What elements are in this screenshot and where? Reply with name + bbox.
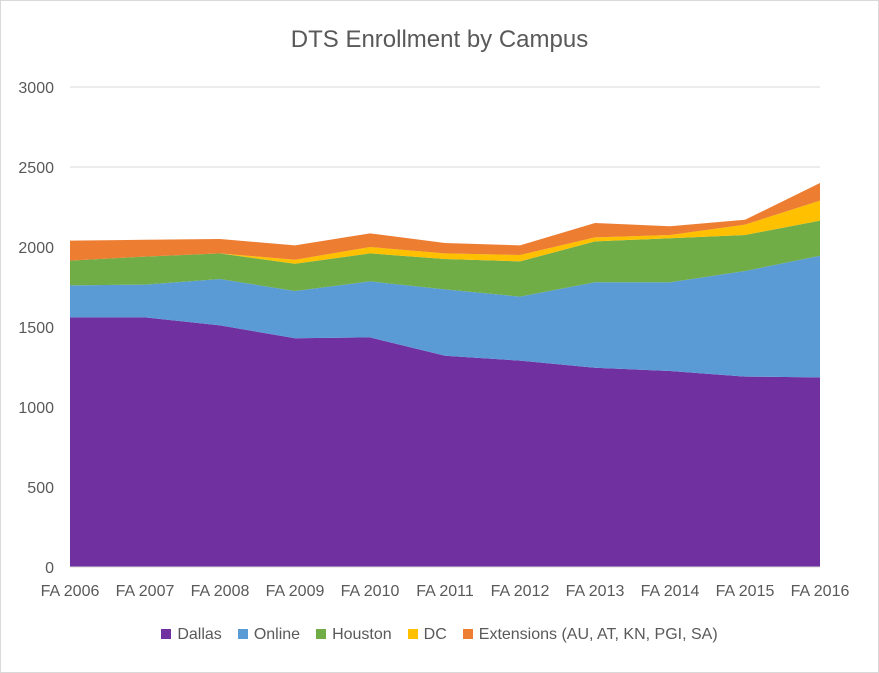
legend-item-online: Online <box>237 626 301 644</box>
area-online <box>70 255 820 378</box>
x-tick-label: FA 2011 <box>416 583 474 600</box>
legend-item-dallas: Dallas <box>161 626 222 644</box>
x-tick-label: FA 2009 <box>266 583 325 600</box>
legend-label: Extensions (AU, AT, KN, PGI, SA) <box>478 626 718 643</box>
x-tick-label: FA 2006 <box>41 583 100 600</box>
x-tick-label: FA 2016 <box>791 583 850 600</box>
y-tick-label: 500 <box>27 480 54 497</box>
legend-item-houston: Houston <box>316 626 392 644</box>
x-tick-label: FA 2007 <box>116 583 175 600</box>
y-tick-label: 2500 <box>18 160 54 177</box>
chart-title: DTS Enrollment by Campus <box>290 26 589 53</box>
legend-item-dc: DC <box>407 626 447 644</box>
legend-label: Online <box>253 626 301 643</box>
area-extensions <box>70 183 820 261</box>
area-houston <box>70 220 820 297</box>
legend-label: Dallas <box>177 626 222 643</box>
legend-item-extensions: Extensions (AU, AT, KN, PGI, SA) <box>462 626 718 644</box>
legend-swatch <box>462 629 473 639</box>
legend: Dallas Online Houston DC Extensions (AU, AT,… <box>0 626 879 644</box>
y-tick-label: 1500 <box>18 320 54 337</box>
legend-swatch <box>316 629 327 639</box>
x-tick-label: FA 2014 <box>641 583 700 600</box>
legend-label: DC <box>423 626 447 643</box>
x-tick-label: FA 2010 <box>341 583 400 600</box>
x-tick-label: FA 2012 <box>491 583 550 600</box>
area-series <box>70 183 820 567</box>
y-tick-label: 2000 <box>18 240 54 257</box>
y-tick-label: 1000 <box>18 400 54 417</box>
legend-label: Houston <box>332 626 392 643</box>
legend-swatch <box>407 629 418 639</box>
legend-swatch <box>237 629 248 639</box>
y-tick-label: 0 <box>45 560 54 577</box>
y-tick-label: 3000 <box>18 80 54 97</box>
x-tick-label: FA 2015 <box>716 583 775 600</box>
area-dallas <box>70 317 820 567</box>
x-tick-label: FA 2013 <box>566 583 625 600</box>
axes: 0 500 1000 1500 2000 2500 3000 FA 2006 FA 2007 FA… <box>18 80 849 600</box>
x-tick-label: FA 2008 <box>191 583 250 600</box>
legend-swatch <box>161 629 172 639</box>
